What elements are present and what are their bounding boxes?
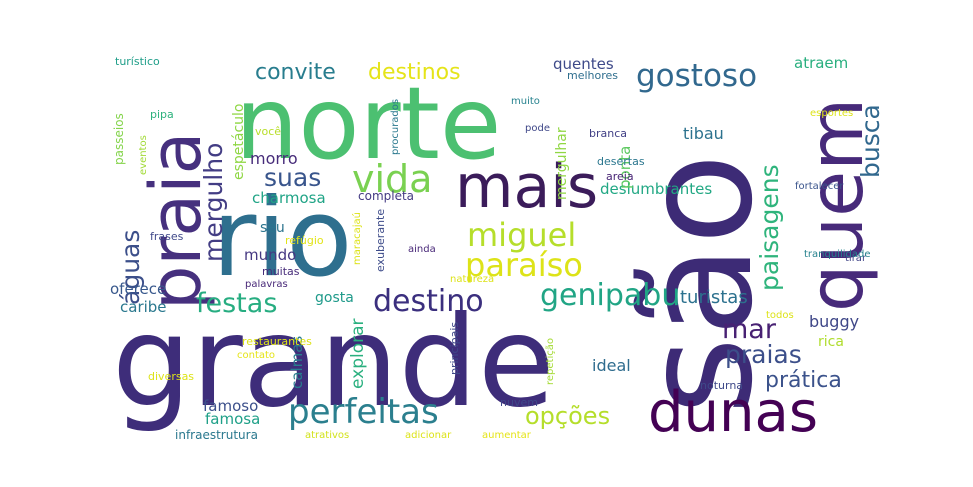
word-destino: destino [373,284,484,319]
word-miguel: miguel [467,216,576,254]
word-paraiso: paraíso [465,246,583,284]
word-esportes: esportes [810,108,853,119]
word-adicionar: adicionar [405,430,452,441]
word-famosa: famosa [205,410,260,428]
word-mais: mais [455,152,598,222]
word-vida: vida [352,157,432,201]
word-tirar: tirar [845,253,867,264]
word-praias: praias [725,340,802,369]
word-ideal: ideal [592,356,631,375]
word-procurados: procurados [390,99,401,155]
word-buggy: buggy [809,312,859,331]
word-mar: mar [722,314,777,345]
word-perfeitas: perfeitas [288,392,439,432]
word-genipabu: genipabu [540,278,680,313]
word-completa: completa [358,189,414,203]
word-tibau: tibau [683,124,724,143]
word-mergulhar: mergulhar [554,127,570,200]
word-maracajau: maracajaú [351,212,363,265]
word-areia: areia [606,170,634,183]
word-rica: rica [818,334,844,350]
word-destinos: destinos [368,60,461,85]
word-restaurantes: restaurantes [242,335,312,348]
word-deslumbrantes: deslumbrantes [600,180,712,198]
word-praia: praia [135,132,217,310]
word-suas: suas [264,163,321,192]
word-palavras: palavras [245,279,288,290]
word-quem: quem [792,98,880,312]
word-mundo: mundo [244,246,296,264]
word-todos: todos [766,310,794,321]
word-opcoes: opções [525,402,610,430]
word-famoso: famoso [203,397,258,415]
word-charmosa: charmosa [252,189,326,207]
word-gostoso: gostoso [636,58,757,94]
word-dunas: dunas [648,380,818,445]
word-passeios: passeios [112,113,126,165]
word-pipa: pipa [150,108,174,121]
word-muito: muito [511,96,540,107]
word-morro: morro [250,149,298,168]
word-aguas: águas [116,230,145,305]
word-infraestrutura: infraestrutura [175,428,258,442]
word-rio: rio [212,176,352,301]
word-melhores: melhores [567,69,618,82]
word-norte: norte [235,65,501,182]
word-pode: pode [525,123,550,134]
word-nuvem: nuvem [500,396,538,409]
word-eventos: eventos [138,135,149,175]
word-atrativos: atrativos [305,430,349,441]
word-seu: seu [260,220,285,236]
word-caribe: caribe [120,298,167,316]
word-pratica: prática [765,368,842,393]
word-calmas: calmas [288,336,306,389]
word-contato: contato [237,350,275,361]
word-paisagens: paisagens [755,164,784,291]
word-oferece: oferece [110,280,166,298]
word-natureza: natureza [450,274,494,285]
word-aumentar: aumentar [482,430,532,441]
word-mergulho: mergulho [199,143,228,262]
word-quentes: quentes [553,55,614,73]
word-turistas: turistas [680,287,748,308]
word-convite: convite [255,60,336,85]
word-principais: principais [448,322,461,375]
word-refugio: refúgio [285,234,324,247]
word-busca: busca [856,104,885,178]
word-diversas: diversas [148,370,194,383]
word-atraem: atraem [794,54,848,72]
word-gosta: gosta [315,290,354,306]
word-noturna: noturna [700,379,743,392]
word-ainda: ainda [408,244,436,255]
word-ponta: ponta [616,146,634,189]
word-desertas: desertas [597,155,645,168]
word-fortalecer: fortalecer [795,181,844,192]
word-festas: festas [196,288,277,319]
word-muitas: muitas [262,265,300,278]
word-branca: branca [589,127,627,140]
word-voce: você [255,125,281,138]
word-exuberante: exuberante [374,209,387,272]
word-sao: são [612,153,786,415]
word-repeticao: repetição [545,338,556,385]
word-tranquilidade: tranquilidade [804,249,871,260]
word-explorar: explorar [348,318,368,389]
word-grande: grande [112,290,555,435]
word-espetaculo: espetáculo [231,103,247,180]
word-turistico: turístico [115,55,160,68]
word-frases: frases [150,230,184,243]
